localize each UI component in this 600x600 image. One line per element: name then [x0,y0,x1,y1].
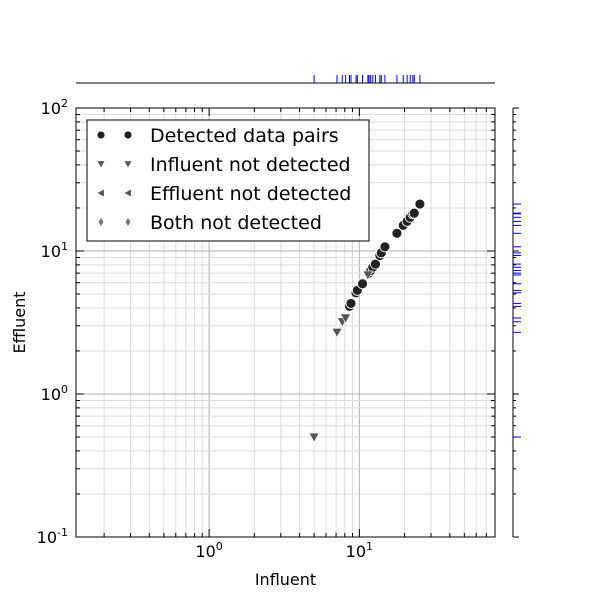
legend: Detected data pairs Influent not detected… [86,119,370,242]
legend-marker [96,130,106,140]
legend-marker [123,160,133,169]
data-point [362,270,374,281]
tick-labels: 100 101 10-1 100 101 102 [37,97,373,561]
top-rug-plot [76,75,495,84]
right-rug-plot [512,107,521,538]
legend-label: Effluent not detected [150,183,351,205]
y-axis-label: Effluent [10,292,29,354]
data-point [308,432,320,443]
legend-marker [124,216,132,228]
y-tick-label: 102 [41,97,68,118]
data-point [345,298,357,309]
data-point [391,227,403,239]
axis-ticks [76,107,496,538]
legend-marker [123,188,132,198]
legend-box [86,119,370,242]
legend-label: Detected data pairs [150,125,339,147]
data-point [408,207,420,219]
legend-marker [96,188,105,198]
y-tick-label: 101 [41,240,68,261]
x-tick-label: 101 [346,540,373,561]
data-point [340,313,352,324]
plot-area-frame [75,107,496,538]
legend-marker [97,216,105,228]
legend-marker [123,130,133,140]
data-point [370,258,381,270]
legend-label: Both not detected [150,212,322,234]
data-point [414,198,426,210]
data-point [379,241,391,253]
y-tick-label: 10-1 [37,526,68,547]
legend-marker [96,160,106,169]
legend-label: Influent not detected [150,154,351,176]
x-axis-label: Influent [255,570,316,589]
data-point [331,328,343,338]
y-tick-label: 100 [41,383,68,404]
x-tick-label: 100 [195,540,222,561]
data-point [357,278,368,290]
data-markers [308,198,426,443]
